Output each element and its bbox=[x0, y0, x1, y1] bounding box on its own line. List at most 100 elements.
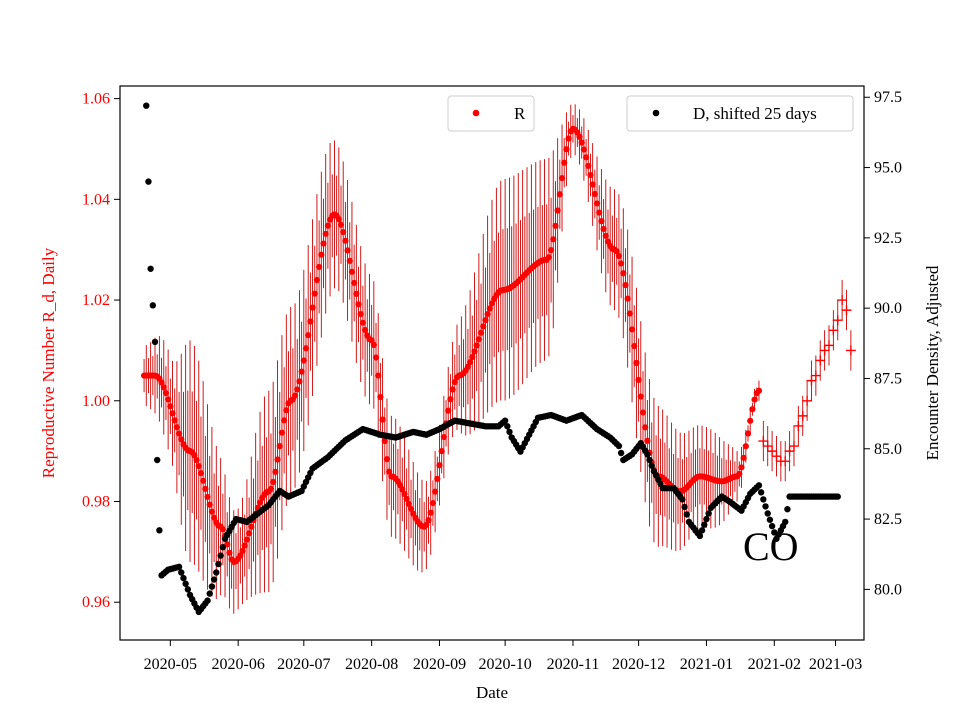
d-point bbox=[182, 580, 189, 587]
r-point bbox=[580, 146, 588, 153]
d-point bbox=[764, 510, 771, 517]
r-point bbox=[399, 486, 406, 493]
legend-d-box bbox=[626, 95, 854, 132]
r-point bbox=[547, 246, 555, 254]
x-axis-label: Date bbox=[476, 683, 508, 702]
r-point bbox=[294, 386, 301, 393]
d-point bbox=[766, 516, 774, 523]
r-point bbox=[208, 508, 216, 515]
d-point bbox=[679, 496, 686, 503]
left-tick-label: 0.96 bbox=[82, 594, 110, 611]
r-point bbox=[591, 190, 598, 198]
r-projected-series bbox=[758, 295, 856, 467]
r-point bbox=[206, 501, 213, 508]
r-point bbox=[204, 493, 211, 501]
r-point bbox=[405, 500, 412, 508]
d-point bbox=[213, 569, 220, 576]
r-point bbox=[307, 318, 314, 325]
r-point bbox=[309, 304, 316, 311]
r-point bbox=[593, 200, 601, 207]
chart-annotation: CO bbox=[743, 524, 799, 569]
x-tick-label: 2020-05 bbox=[144, 656, 197, 673]
plot-frame bbox=[119, 85, 865, 641]
r-point bbox=[351, 279, 358, 287]
d-point bbox=[755, 482, 763, 489]
r-projected-point bbox=[810, 370, 821, 381]
d-series bbox=[143, 102, 841, 616]
d-point bbox=[698, 527, 706, 534]
d-point bbox=[681, 503, 688, 511]
d-point bbox=[219, 543, 227, 551]
x-tick-label: 2020-08 bbox=[345, 656, 398, 673]
r-point bbox=[565, 135, 572, 142]
legend-d: D, shifted 25 days bbox=[626, 95, 854, 132]
right-tick-label: 82.5 bbox=[874, 511, 902, 528]
r-point bbox=[298, 368, 305, 375]
r-point bbox=[193, 456, 200, 464]
r-point bbox=[475, 336, 482, 343]
r-point bbox=[167, 403, 174, 410]
r-point bbox=[361, 326, 369, 334]
legend-r-label: R bbox=[514, 104, 526, 123]
right-tick-label: 90.0 bbox=[874, 300, 902, 317]
r-point bbox=[582, 154, 590, 161]
r-point bbox=[165, 396, 172, 403]
r-projected-point bbox=[832, 315, 843, 326]
r-point bbox=[316, 263, 323, 271]
r-projected-point bbox=[784, 446, 795, 457]
r-point bbox=[344, 247, 351, 254]
r-point bbox=[274, 456, 281, 463]
r-point bbox=[738, 464, 745, 471]
d-point bbox=[646, 456, 653, 464]
right-tick-label: 95.0 bbox=[874, 160, 902, 177]
r-point bbox=[477, 329, 485, 336]
r-point bbox=[633, 359, 640, 367]
r-point bbox=[246, 530, 253, 537]
d-point bbox=[184, 586, 192, 593]
r-point bbox=[747, 417, 754, 424]
d-point bbox=[178, 569, 185, 576]
r-point bbox=[434, 475, 441, 482]
d-point bbox=[615, 442, 623, 450]
d-point bbox=[145, 178, 152, 185]
left-tick-label: 1.06 bbox=[82, 91, 110, 108]
right-axis-label: Encounter Density, Adjusted bbox=[923, 265, 942, 460]
r-point bbox=[556, 191, 563, 198]
r-projected-point bbox=[841, 305, 852, 316]
r-point bbox=[270, 478, 277, 486]
d-point bbox=[703, 515, 710, 523]
d-point bbox=[760, 496, 767, 503]
r-point bbox=[337, 221, 345, 228]
r-point bbox=[381, 437, 388, 445]
r-point bbox=[195, 463, 202, 470]
r-point bbox=[291, 392, 299, 399]
d-point bbox=[757, 489, 765, 496]
d-point bbox=[156, 527, 163, 534]
r-point bbox=[267, 485, 275, 492]
r-point bbox=[740, 454, 747, 461]
r-point bbox=[342, 237, 349, 244]
r-point bbox=[440, 433, 447, 441]
r-point bbox=[736, 470, 743, 478]
legend-d-marker bbox=[652, 109, 660, 117]
r-point bbox=[281, 417, 288, 424]
r-point bbox=[644, 437, 651, 445]
r-point bbox=[202, 485, 209, 493]
r-point bbox=[578, 139, 585, 146]
d-point bbox=[683, 511, 690, 518]
r-point bbox=[598, 218, 605, 225]
x-tick-label: 2020-07 bbox=[277, 656, 330, 673]
d-point bbox=[151, 338, 159, 346]
r-point bbox=[171, 417, 178, 424]
r-point bbox=[563, 146, 570, 153]
r-point bbox=[554, 207, 561, 214]
x-tick-label: 2021-01 bbox=[680, 656, 733, 673]
r-point bbox=[346, 257, 353, 264]
r-point bbox=[302, 345, 310, 352]
r-point bbox=[377, 393, 384, 401]
r-point bbox=[210, 514, 218, 521]
d-point bbox=[834, 493, 841, 500]
r-point bbox=[335, 216, 342, 223]
left-tick-label: 1.02 bbox=[82, 292, 110, 309]
r-point bbox=[162, 390, 170, 397]
